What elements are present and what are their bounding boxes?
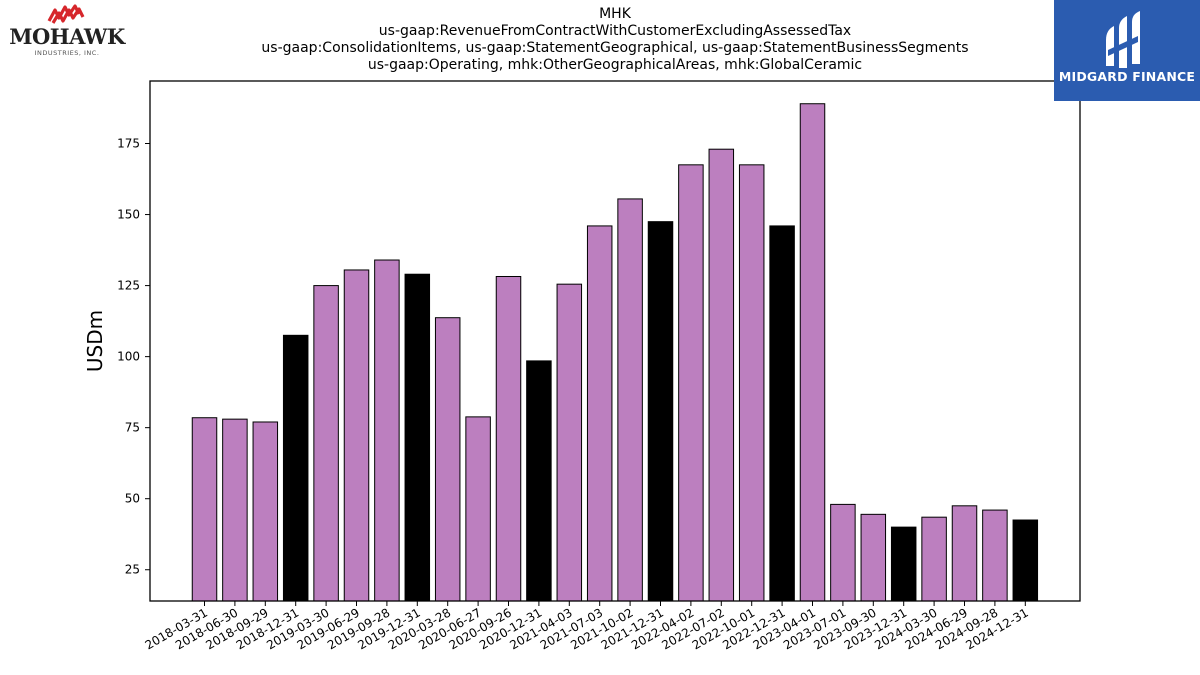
y-tick-label: 75 [125,421,140,435]
midgard-finance-logo: MIDGARD FINANCE [1054,0,1200,101]
plot-frame [149,80,1081,602]
bar [586,225,613,602]
y-tick-label: 25 [125,563,140,577]
bar [434,317,461,602]
bar [769,225,795,602]
y-tick-label: 175 [117,137,140,151]
bar [191,417,218,602]
mohawk-wordmark: MOHAWK [9,24,125,49]
bar [951,505,978,602]
bar [830,503,856,602]
bar [890,526,917,602]
midgard-mark-icon [1106,11,1140,68]
bar [617,198,643,602]
bar [252,421,279,602]
bar [374,259,400,602]
bar [282,334,309,602]
midgard-wordmark: MIDGARD FINANCE [1058,69,1196,84]
bar [738,164,765,602]
bar [860,513,887,602]
bar [222,418,248,602]
y-tick-label: 125 [117,279,140,293]
bar [313,285,339,602]
bar [465,416,491,602]
bar [921,516,947,602]
bar [343,269,370,602]
bar [404,273,431,602]
bar [556,283,583,602]
bar [708,148,735,602]
bar [799,103,826,602]
bar [1012,519,1039,602]
bar [495,275,522,602]
y-tick-label: 100 [117,350,140,364]
bar [526,360,552,602]
bar [678,164,704,602]
mohawk-subtitle: INDUSTRIES, INC. [34,49,100,57]
y-tick-label: 50 [125,492,140,506]
bar [982,509,1008,602]
bar [647,221,674,602]
y-tick-label: 150 [117,208,140,222]
mohawk-logo: MOHAWK INDUSTRIES, INC. [4,4,130,58]
y-axis-label: USDm [83,310,107,372]
mohawk-mark-icon [47,4,85,24]
